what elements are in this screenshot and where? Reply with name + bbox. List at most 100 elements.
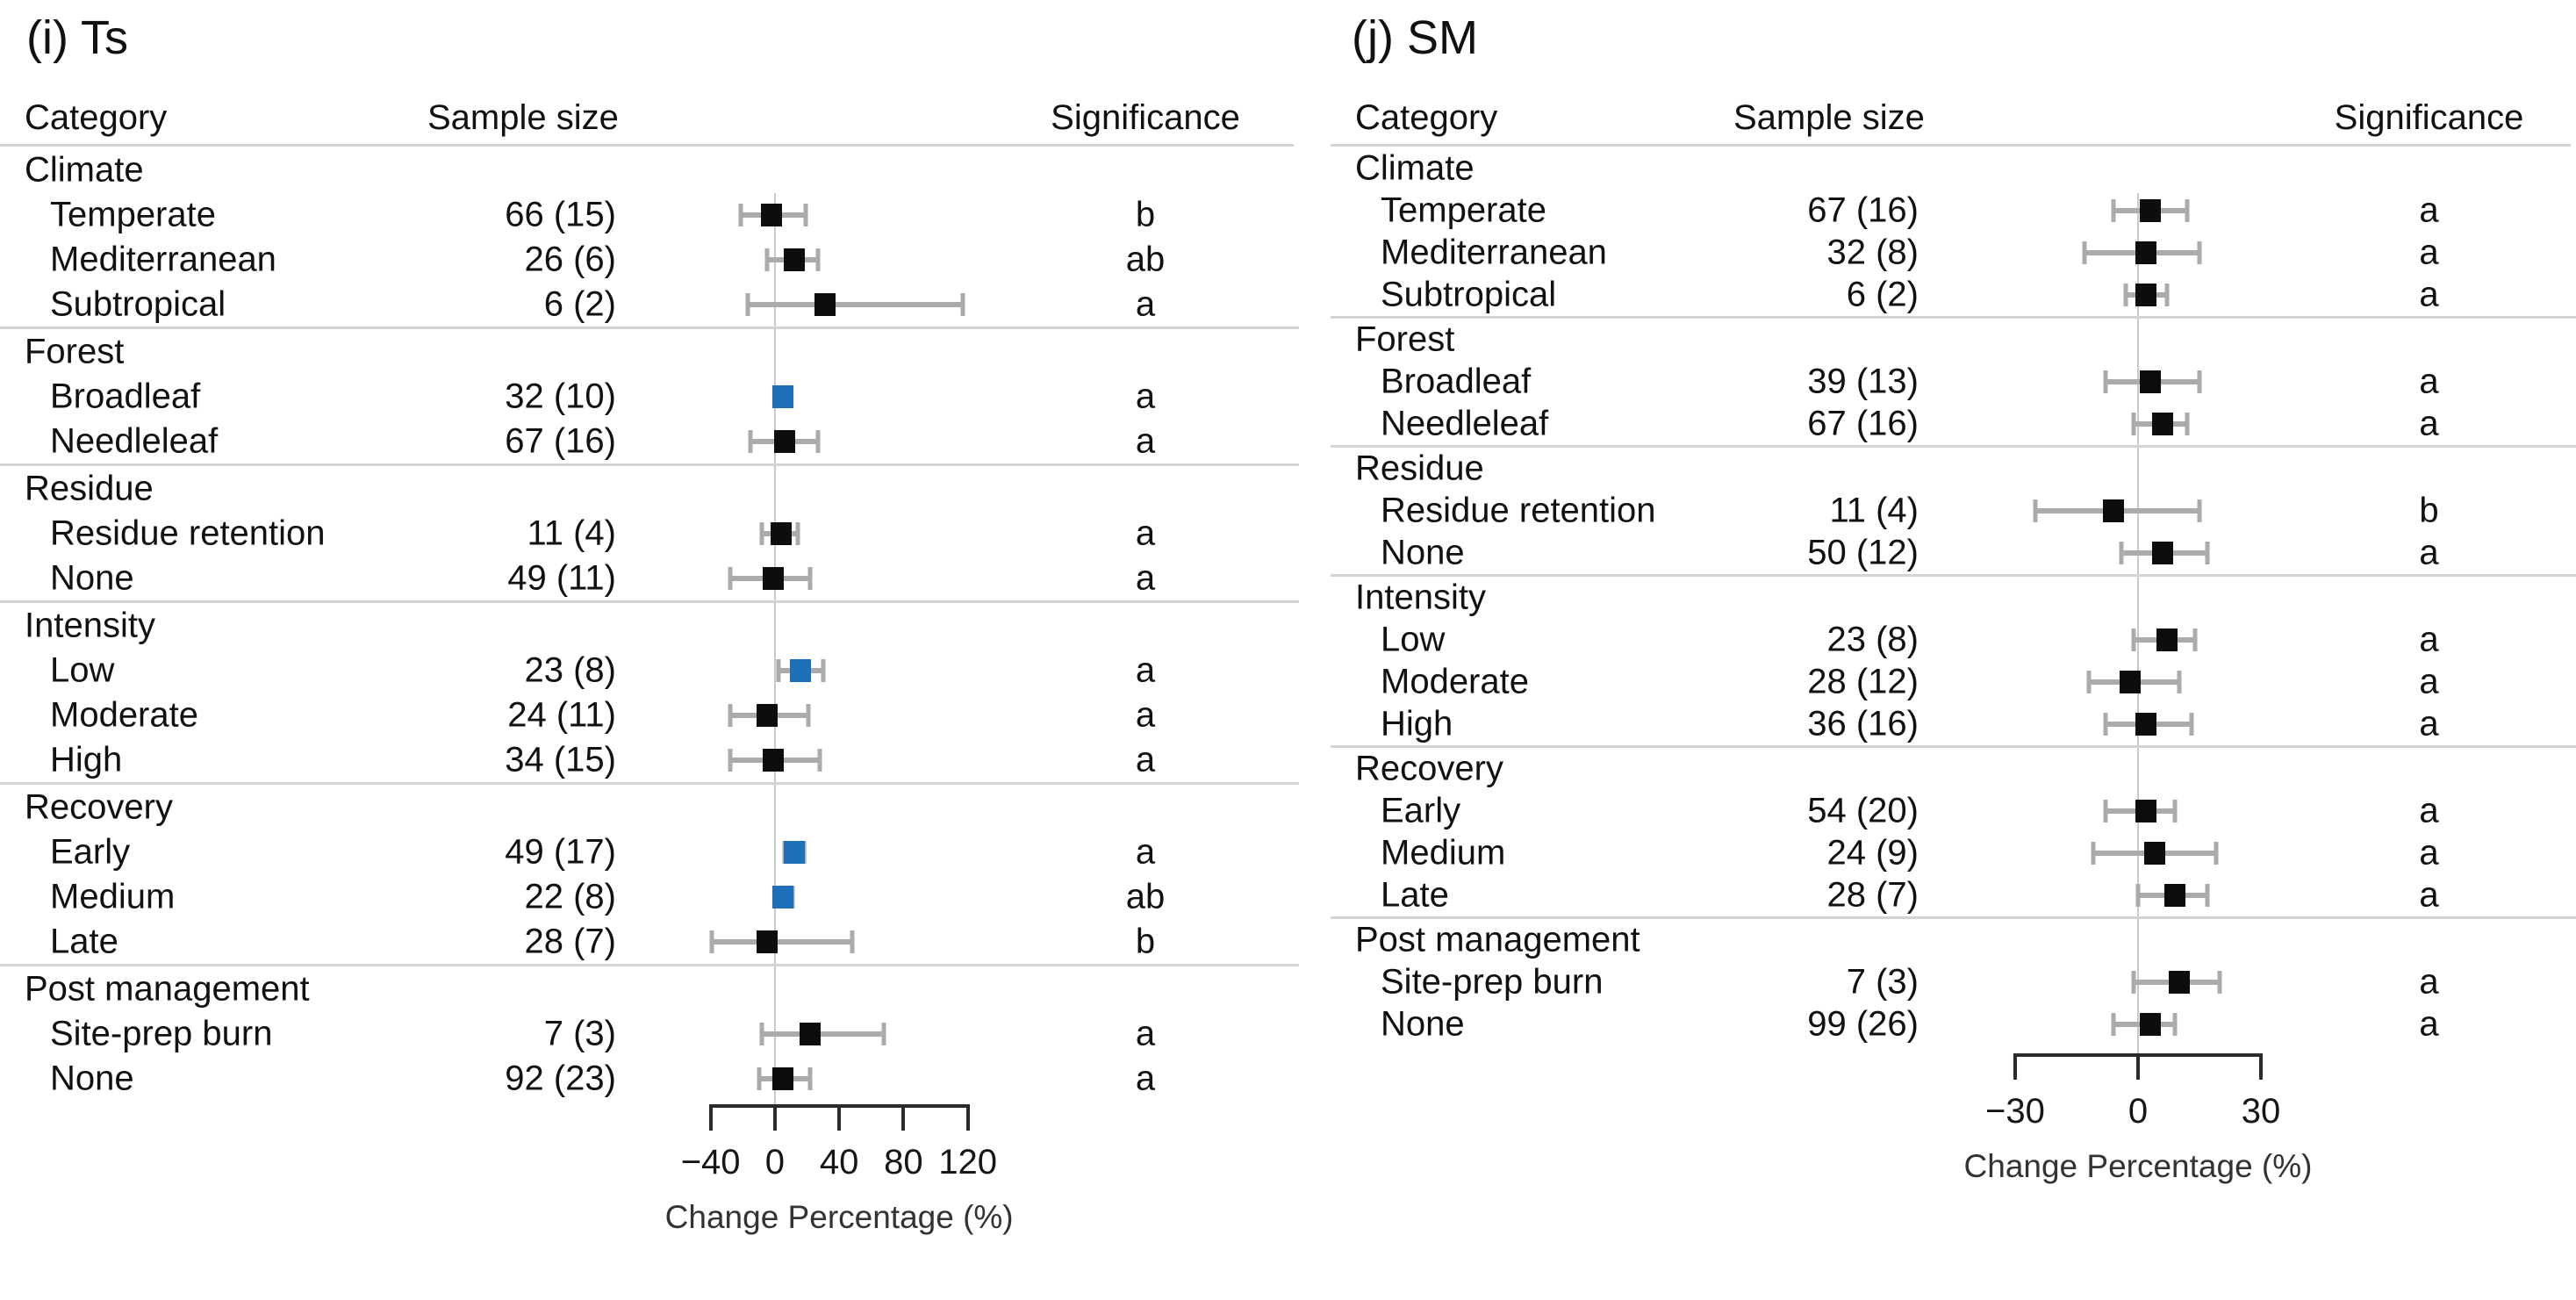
forest-plot-cell xyxy=(678,192,1003,237)
ci-cap xyxy=(709,930,714,953)
ci-cap xyxy=(2131,971,2136,994)
forest-row: Residue retention 11 (4) b xyxy=(1331,490,2576,532)
ci-cap xyxy=(795,521,800,545)
axis-tick xyxy=(837,1104,842,1131)
forest-row: Low 23 (8) a xyxy=(0,648,1299,693)
axis-tick xyxy=(708,1104,713,1131)
forest-plot-cell xyxy=(1954,232,2322,274)
sample-size-value: 36 (16) xyxy=(1807,704,1919,743)
axis-tick-label: 120 xyxy=(938,1143,998,1181)
axis-tick xyxy=(965,1104,970,1131)
forest-plot-cell xyxy=(678,830,1003,874)
category-group: Climate Temperate 66 (15) b Mediterranean 26 … xyxy=(0,147,1299,329)
category-label: Medium xyxy=(1381,833,1506,873)
group-row: Post management xyxy=(1331,919,2576,961)
header-rule xyxy=(0,144,1294,147)
mean-marker xyxy=(2152,413,2173,435)
category-group: Intensity Low 23 (8) a Moderate 24 (11) a High 3… xyxy=(0,603,1299,785)
forest-plot-cell xyxy=(1954,832,2322,874)
panel-ts: (i) Ts Category Sample size Significance… xyxy=(0,11,1299,1245)
forest-row: Needleleaf 67 (16) a xyxy=(1331,403,2576,445)
forest-plot-cell xyxy=(1954,961,2322,1003)
category-label: Site-prep burn xyxy=(1381,962,1604,1002)
forest-row: Mediterranean 26 (6) ab xyxy=(0,237,1299,282)
significance-letter: a xyxy=(2419,275,2439,314)
mean-marker xyxy=(2143,842,2165,865)
forest-plot-cell xyxy=(1954,190,2322,232)
group-row: Intensity xyxy=(0,603,1299,648)
ci-cap xyxy=(2185,413,2190,435)
significance-letter: a xyxy=(1135,650,1156,689)
mean-marker xyxy=(763,748,785,772)
group-row: Recovery xyxy=(1331,748,2576,790)
category-group: Climate Temperate 67 (16) a Mediterranean 32 … xyxy=(1331,147,2576,319)
ci-cap xyxy=(776,658,781,682)
category-label: Temperate xyxy=(50,195,216,233)
forest-row: Site-prep burn 7 (3) a xyxy=(1331,961,2576,1003)
forest-row: Moderate 24 (11) a xyxy=(0,693,1299,737)
group-label: Recovery xyxy=(1355,749,1503,788)
mean-marker xyxy=(2140,1013,2161,1036)
mean-marker xyxy=(772,384,794,408)
forest-row: Medium 22 (8) ab xyxy=(0,874,1299,919)
significance-letter: a xyxy=(2419,833,2439,873)
significance-letter: a xyxy=(2419,233,2439,272)
sample-size-value: 28 (7) xyxy=(524,922,617,960)
ci-bar xyxy=(747,301,964,307)
group-row: Forest xyxy=(1331,319,2576,361)
ci-cap xyxy=(757,1067,762,1090)
group-label: Climate xyxy=(25,150,144,189)
mean-marker xyxy=(2168,971,2190,994)
sample-size-value: 11 (4) xyxy=(1829,491,1919,530)
ci-cap xyxy=(748,429,753,453)
forest-plot-cell xyxy=(678,419,1003,463)
ci-cap xyxy=(2111,199,2116,222)
category-label: Broadleaf xyxy=(50,377,201,415)
header-rule xyxy=(1331,144,2571,147)
ci-cap xyxy=(2192,628,2198,651)
category-group: Post management Site-prep burn 7 (3) a None 9… xyxy=(0,966,1299,1101)
forest-row: Broadleaf 39 (13) a xyxy=(1331,361,2576,403)
forest-plot-cell xyxy=(678,511,1003,556)
mean-marker xyxy=(2135,800,2157,822)
axis-tick xyxy=(2136,1053,2140,1080)
significance-letter: a xyxy=(1135,514,1156,552)
ci-cap xyxy=(2111,1013,2116,1036)
mean-marker xyxy=(2103,499,2124,522)
ci-cap xyxy=(728,703,733,727)
forest-row: Site-prep burn 7 (3) a xyxy=(0,1011,1299,1056)
sample-size-value: 11 (4) xyxy=(527,514,616,552)
sample-size-value: 6 (2) xyxy=(1846,275,1919,314)
ci-cap xyxy=(728,748,733,772)
ci-cap xyxy=(2131,628,2136,651)
forest-row: Moderate 28 (12) a xyxy=(1331,661,2576,703)
significance-letter: ab xyxy=(1125,240,1166,278)
group-row: Climate xyxy=(1331,147,2576,190)
mean-marker xyxy=(2156,628,2178,651)
forest-row: Low 23 (8) a xyxy=(1331,619,2576,661)
axis-tick xyxy=(2013,1053,2017,1080)
significance-letter: a xyxy=(1135,1014,1156,1052)
significance-letter: a xyxy=(2419,533,2439,572)
group-label: Climate xyxy=(1355,148,1475,188)
forest-plot-cell xyxy=(1954,361,2322,403)
mean-marker xyxy=(800,1022,822,1045)
ci-cap xyxy=(2197,241,2202,264)
sample-size-value: 23 (8) xyxy=(524,650,617,689)
panel-title: (j) SM xyxy=(1352,11,1478,64)
axis-tick-label: 0 xyxy=(2128,1092,2149,1131)
ci-cap xyxy=(728,566,733,590)
x-axis: Change Percentage (%) −40 0 40 80 120 xyxy=(665,1104,1014,1245)
ci-cap xyxy=(2091,842,2096,865)
category-group: Residue Residue retention 11 (4) b None 50 (1… xyxy=(1331,448,2576,577)
forest-plot-cell xyxy=(1954,490,2322,532)
forest-row: Late 28 (7) b xyxy=(0,919,1299,964)
mean-marker xyxy=(2119,671,2141,693)
forest-plot-cell xyxy=(1954,790,2322,832)
significance-letter: a xyxy=(2419,791,2439,830)
sample-size-value: 66 (15) xyxy=(505,195,616,233)
mean-marker xyxy=(756,930,778,953)
axis-tick xyxy=(772,1104,777,1131)
forest-row: Medium 24 (9) a xyxy=(1331,832,2576,874)
mean-marker xyxy=(773,429,795,453)
